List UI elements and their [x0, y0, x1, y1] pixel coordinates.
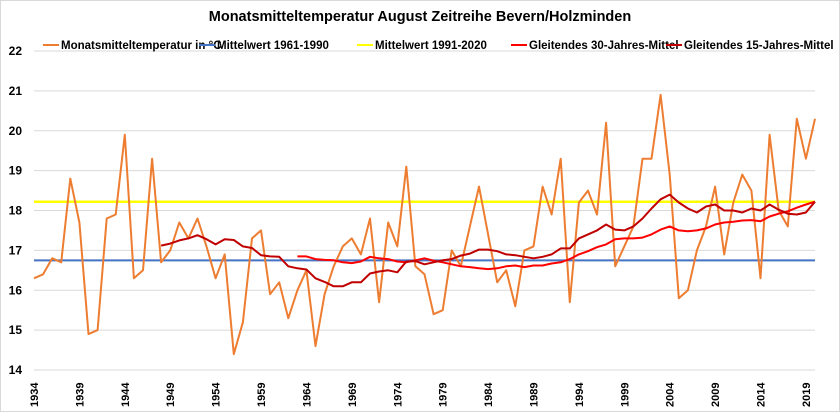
x-tick-label: 1969 [347, 383, 359, 407]
y-tick-label: 16 [9, 283, 23, 297]
chart-title: Monatsmitteltemperatur August Zeitreihe … [209, 9, 631, 25]
legend-label: Monatsmitteltemperatur in °C [61, 40, 222, 52]
x-tick-label: 1954 [211, 382, 223, 407]
legend-label: Mittelwert 1991-2020 [375, 40, 487, 52]
x-tick-label: 1934 [29, 382, 41, 407]
x-tick-label: 2009 [710, 383, 722, 407]
legend-label: Gleitendes 30-Jahres-Mittel [529, 40, 679, 52]
series-gleitendes-15-jahres-mittel-line [160, 193, 816, 288]
x-tick-label: 1999 [619, 383, 631, 407]
x-tick-label: 1974 [392, 382, 404, 407]
x-tick-label: 2019 [801, 383, 813, 407]
x-tick-label: 1949 [165, 383, 177, 407]
legend-mittelwert-1991-2020: Mittelwert 1991-2020 [357, 40, 487, 52]
x-tick-label: 1939 [74, 383, 86, 407]
series-gleitendes-30-jahres-mittel-line [297, 200, 816, 271]
y-tick-label: 14 [9, 363, 23, 377]
legend-label: Mittelwert 1961-1990 [217, 40, 329, 52]
y-tick-label: 19 [9, 164, 23, 178]
x-tick-label: 1979 [438, 383, 450, 407]
legend-mittelwert-1961-1990: Mittelwert 1961-1990 [199, 40, 329, 52]
x-tick-label: 1944 [120, 382, 132, 407]
legend-monatsmitteltemperatur-in-c: Monatsmitteltemperatur in °C [43, 40, 222, 52]
gridlines [34, 50, 815, 371]
legend-gleitendes-30-jahres-mittel: Gleitendes 30-Jahres-Mittel [511, 40, 679, 52]
x-axis: 1934 1939 1944 1949 1954 1959 1964 1969 1974 1979… [29, 382, 813, 407]
y-tick-label: 15 [9, 323, 23, 337]
y-tick-label: 21 [9, 84, 23, 98]
y-tick-label: 17 [9, 243, 23, 257]
y-tick-label: 18 [9, 204, 23, 218]
legend-gleitendes-15-jahres-mittel: Gleitendes 15-Jahres-Mittel [666, 40, 834, 52]
x-tick-label: 1989 [528, 383, 540, 407]
series-group [33, 93, 816, 356]
y-axis: 14 15 16 17 18 19 20 21 22 [9, 44, 23, 377]
y-tick-label: 20 [9, 124, 23, 138]
series-monatsmitteltemperatur-in-c-line [33, 93, 816, 356]
x-tick-label: 2014 [756, 382, 768, 407]
y-tick-label: 22 [9, 44, 23, 58]
x-tick-label: 2004 [665, 382, 677, 407]
x-tick-label: 1959 [256, 383, 268, 407]
x-tick-label: 1984 [483, 382, 495, 407]
x-tick-label: 1994 [574, 382, 586, 407]
x-tick-label: 1964 [301, 382, 313, 407]
legend-label: Gleitendes 15-Jahres-Mittel [684, 40, 834, 52]
